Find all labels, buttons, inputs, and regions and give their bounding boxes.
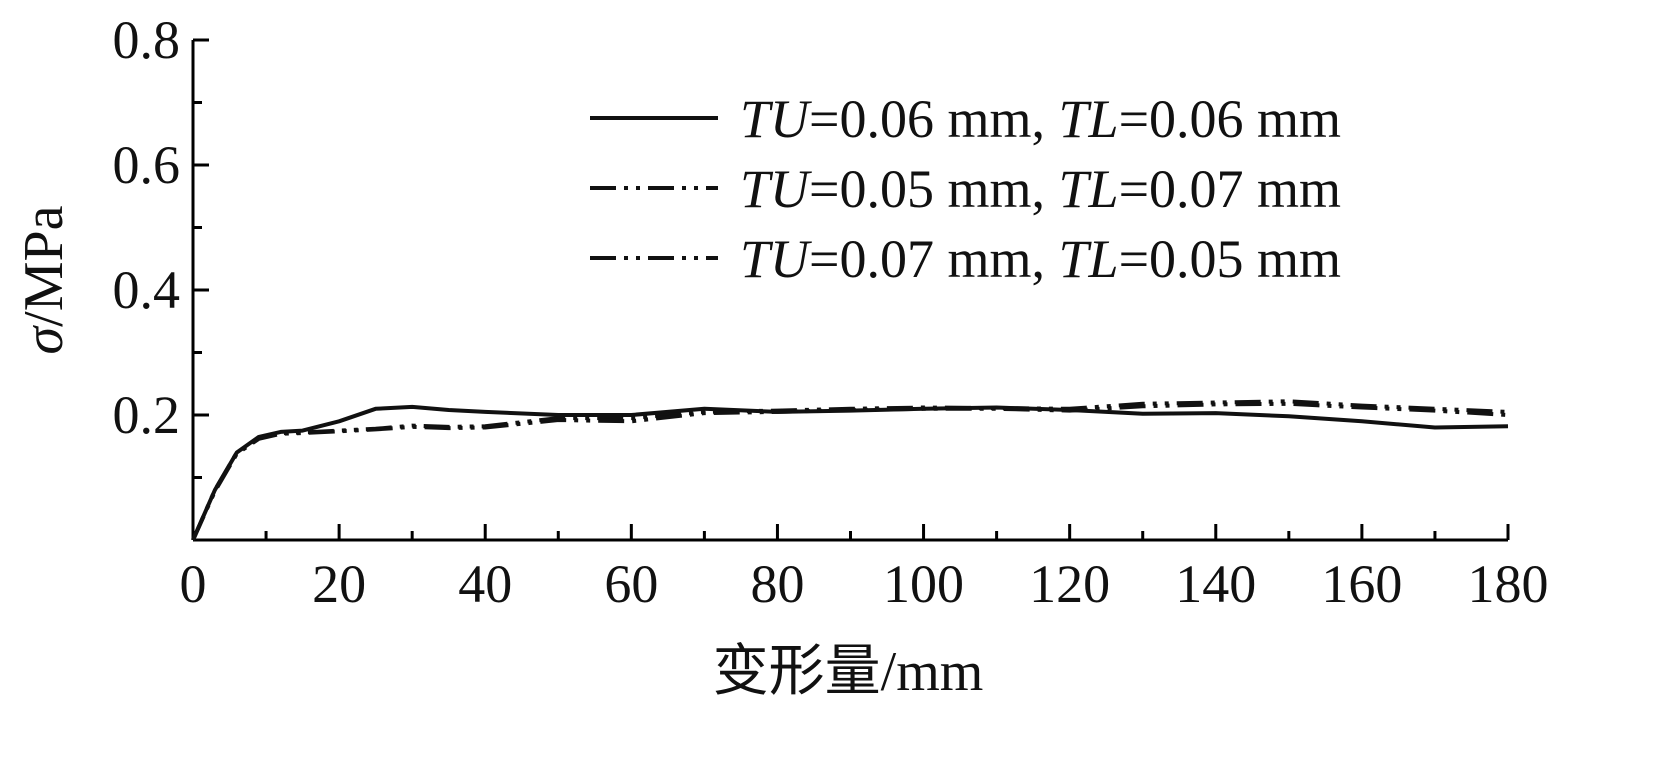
x-tick-label: 120 <box>1029 554 1110 614</box>
series-lines <box>191 399 1509 541</box>
x-tick-label: 0 <box>180 554 207 614</box>
y-tick-label: 0.2 <box>113 385 181 445</box>
y-tick-label: 0.4 <box>113 260 181 320</box>
series-line-3 <box>191 401 1509 541</box>
x-tick-label: 180 <box>1468 554 1549 614</box>
y-tick-label: 0.8 <box>113 10 181 70</box>
y-axis-title-symbol: σ <box>13 324 75 354</box>
x-tick-label: 160 <box>1321 554 1402 614</box>
ticks: 0 20 40 60 80 100 120 140 160 180 0.2 0.4 0.6 0.8 <box>113 10 1549 614</box>
x-tick-label: 20 <box>312 554 366 614</box>
y-axis-title-unit: /MPa <box>13 205 75 326</box>
x-tick-label: 100 <box>883 554 964 614</box>
series-line-1 <box>191 404 1509 541</box>
y-tick-label: 0.6 <box>113 135 181 195</box>
legend-label-2: TU=0.05 mm, TL=0.07 mm <box>740 159 1341 219</box>
x-tick-label: 80 <box>750 554 804 614</box>
x-axis-title: 变形量/mm <box>713 641 984 703</box>
legend-label-1: TU=0.06 mm, TL=0.06 mm <box>740 89 1341 149</box>
y-axis-title: σ/MPa <box>13 205 75 354</box>
legend: TU=0.06 mm, TL=0.06 mm TU=0.05 mm, TL=0.0… <box>590 89 1341 289</box>
legend-label-3: TU=0.07 mm, TL=0.05 mm <box>740 229 1341 289</box>
x-tick-label: 60 <box>604 554 658 614</box>
x-tick-label: 40 <box>458 554 512 614</box>
x-tick-label: 140 <box>1175 554 1256 614</box>
series-line-2 <box>191 399 1509 541</box>
